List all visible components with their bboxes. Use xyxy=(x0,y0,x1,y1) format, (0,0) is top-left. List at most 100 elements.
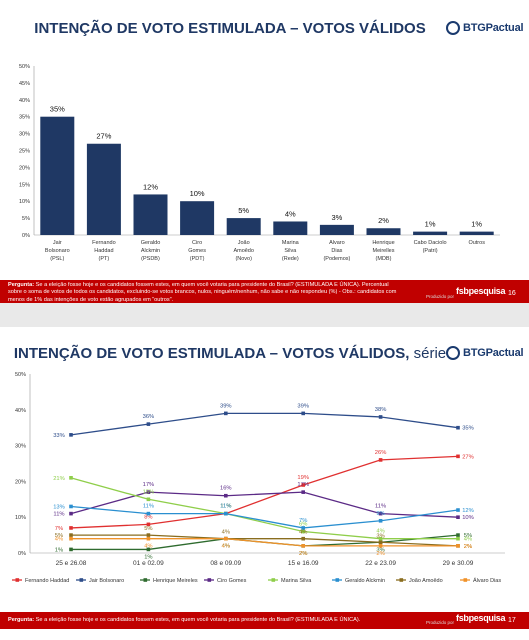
data-label: 2% xyxy=(464,544,472,550)
slide2-footer: Pergunta: Se a eleição fosse hoje e os c… xyxy=(0,612,529,629)
series-point xyxy=(301,483,305,487)
series-point xyxy=(69,504,73,509)
legend-marker xyxy=(79,578,84,582)
series-point xyxy=(456,454,460,459)
series-point xyxy=(378,518,383,523)
slide2-title-suffix: série xyxy=(413,345,447,362)
bar-value-label: 12% xyxy=(143,182,158,191)
series-point xyxy=(69,547,73,552)
series-point xyxy=(378,415,383,419)
data-label: 21% xyxy=(53,476,65,482)
x-tick-label: (PSDB) xyxy=(141,256,160,262)
series-point xyxy=(378,544,383,548)
data-label: 17% xyxy=(143,482,155,488)
series-point xyxy=(456,515,460,519)
data-label: 26% xyxy=(375,450,387,456)
x-tick-label: (Rede) xyxy=(282,256,299,262)
slide1-question-text: Se a eleição fosse hoje e os candidatos … xyxy=(8,282,397,303)
slide1-question-label: Pergunta: xyxy=(8,282,35,288)
data-label: 11% xyxy=(375,504,386,510)
bar-value-label: 4% xyxy=(285,209,296,218)
series-point xyxy=(224,493,228,498)
y-tick-label: 50% xyxy=(19,64,30,70)
data-label: 2% xyxy=(464,544,472,550)
series-point xyxy=(146,490,151,494)
data-label: 4% xyxy=(376,529,384,535)
x-tick-label: Gomes xyxy=(188,248,206,254)
y-tick-label: 0% xyxy=(18,551,26,557)
x-tick-label: Fernando xyxy=(92,240,116,246)
legend-marker xyxy=(399,578,404,582)
slide1-question: Pergunta: Se a eleição fosse hoje e os c… xyxy=(8,282,398,304)
data-label: 6% xyxy=(299,522,307,528)
data-label: 2% xyxy=(376,551,384,557)
bar xyxy=(273,221,308,235)
bar xyxy=(459,231,494,235)
series-point xyxy=(301,536,305,541)
x-tick-label: (Novo) xyxy=(235,256,252,262)
data-label: 1% xyxy=(55,547,63,553)
data-label: 4% xyxy=(299,530,307,536)
series-point xyxy=(456,536,460,541)
bar-value-label: 5% xyxy=(238,206,249,215)
x-tick-label: Bolsonaro xyxy=(45,248,70,254)
bar xyxy=(319,224,354,235)
legend-label: Fernando Haddad xyxy=(25,578,69,584)
bar xyxy=(40,116,75,235)
slide2-title-main: INTENÇÃO DE VOTO ESTIMULADA – VOTOS VÁLI… xyxy=(13,345,410,362)
series-line xyxy=(70,505,459,529)
y-tick-label: 20% xyxy=(19,165,30,171)
y-tick-label: 40% xyxy=(19,98,30,104)
bar-value-label: 27% xyxy=(96,132,111,141)
data-label: 27% xyxy=(462,454,474,460)
data-label: 15% xyxy=(143,489,155,495)
x-tick-label: Geraldo xyxy=(141,240,161,246)
series-point xyxy=(224,511,228,516)
slide1-page-number: 16 xyxy=(508,290,516,297)
x-tick-label: (Podemos) xyxy=(323,256,350,262)
x-tick-label: Outros xyxy=(468,240,485,246)
data-label: 12% xyxy=(462,508,474,514)
legend-marker xyxy=(15,578,20,582)
x-tick-label: Henrique xyxy=(372,240,394,246)
x-tick-label: 08 e 09.09 xyxy=(210,560,241,567)
series-point xyxy=(456,544,460,548)
legend-label: João Amoêdo xyxy=(409,578,443,584)
btg-logo-icon xyxy=(446,21,460,35)
series-point xyxy=(146,497,151,502)
series-line xyxy=(70,477,458,540)
data-label: 19% xyxy=(297,475,309,481)
data-label: 11% xyxy=(220,504,231,510)
legend-marker xyxy=(271,578,276,582)
data-label: 2% xyxy=(299,551,307,557)
bar-value-label: 1% xyxy=(425,220,436,229)
x-tick-label: 01 e 02.09 xyxy=(133,560,164,567)
data-label: 13% xyxy=(53,504,65,510)
legend-marker xyxy=(463,578,468,582)
slide1-fsb-logo: fsbpesquisa xyxy=(456,286,506,296)
legend-marker xyxy=(335,578,340,582)
series-point xyxy=(378,536,383,541)
bar xyxy=(413,231,448,235)
y-tick-label: 0% xyxy=(22,233,30,239)
series-point xyxy=(224,411,228,416)
series-point xyxy=(69,536,73,541)
btg-logo-text: BTGPactual xyxy=(463,22,524,34)
x-tick-label: 25 e 26.08 xyxy=(56,560,87,567)
x-tick-label: Marina xyxy=(282,240,300,246)
y-tick-label: 30% xyxy=(15,444,26,450)
x-tick-label: (Patri) xyxy=(423,248,438,254)
series-line xyxy=(70,412,459,436)
series-point xyxy=(378,458,383,462)
x-tick-label: Ciro xyxy=(192,240,202,246)
slide2-title: INTENÇÃO DE VOTO ESTIMULADA – VOTOS VÁLI… xyxy=(0,345,460,362)
series-line xyxy=(71,538,458,547)
series-point xyxy=(301,490,305,494)
x-tick-label: Cabo Daciolo xyxy=(414,240,447,246)
series-point xyxy=(146,522,151,527)
data-label: 2% xyxy=(299,551,307,557)
bar xyxy=(133,194,168,235)
series-point xyxy=(301,544,305,548)
y-tick-label: 15% xyxy=(19,182,30,188)
y-tick-label: 40% xyxy=(15,408,26,414)
